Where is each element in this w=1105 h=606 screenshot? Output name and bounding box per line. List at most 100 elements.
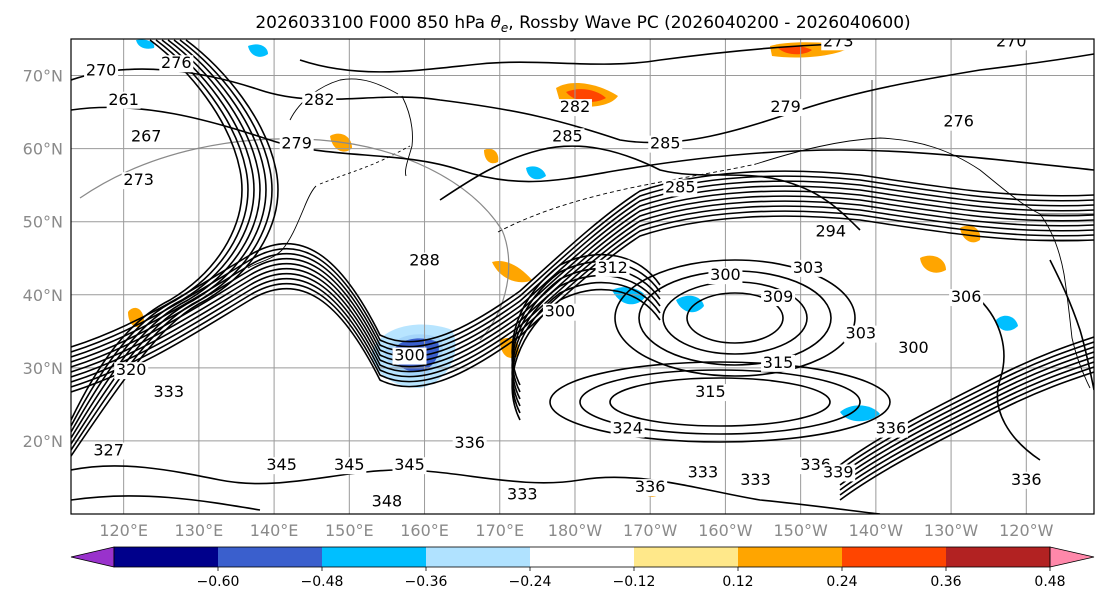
colorbar: −0.60 −0.48 −0.36 −0.24 −0.12 0.12 0.24 0.36 0.4… bbox=[70, 546, 1095, 590]
southern-contour bbox=[839, 366, 1094, 496]
subtropical-contour bbox=[549, 361, 891, 443]
contour-label: 306 bbox=[951, 287, 982, 306]
contour-label-bg bbox=[896, 340, 931, 358]
coastline-japan bbox=[247, 185, 317, 269]
contour-label-bg bbox=[279, 135, 314, 153]
contour-label: 333 bbox=[154, 382, 185, 401]
coastline-kuril-chain bbox=[319, 145, 411, 185]
contour-label-bg bbox=[949, 289, 984, 307]
anticyclone-contour bbox=[614, 259, 856, 377]
shade-patch-blue-8 bbox=[136, 39, 155, 49]
contour-label-bg bbox=[114, 362, 149, 380]
asia-contour bbox=[71, 39, 255, 433]
contour-label-bg bbox=[693, 384, 728, 402]
contour-label: 294 bbox=[815, 221, 846, 240]
colorbar-extend-high bbox=[1049, 546, 1095, 568]
contour-label: 270 bbox=[86, 61, 117, 80]
lat-label: 30°N bbox=[23, 359, 63, 378]
lon-label: 120°E bbox=[99, 521, 148, 540]
subtropical-contour bbox=[609, 377, 831, 427]
trough-contour bbox=[511, 253, 661, 386]
subtropical-contour bbox=[579, 369, 861, 435]
coastline-alaska bbox=[755, 137, 1041, 215]
contour-label-bg bbox=[452, 435, 487, 453]
tropical-contour bbox=[71, 495, 261, 511]
contour-label: 300 bbox=[394, 346, 425, 365]
asia-contour bbox=[71, 39, 249, 427]
colorbar-extend-low bbox=[70, 546, 115, 568]
colorbar-segment bbox=[842, 547, 947, 567]
contour-label-bg bbox=[791, 259, 826, 277]
contour-label: 276 bbox=[161, 53, 192, 72]
lat-label: 50°N bbox=[23, 213, 63, 232]
contour-label: 273 bbox=[823, 31, 854, 50]
contour-label-bg bbox=[648, 135, 683, 153]
contour-label: 333 bbox=[507, 484, 538, 503]
contour-label: 303 bbox=[846, 324, 877, 343]
colorbar-tick-label: 0.12 bbox=[722, 574, 753, 590]
contour-label-bg bbox=[821, 39, 856, 51]
contour-label-bg bbox=[994, 39, 1029, 51]
shade-patch-blue-5 bbox=[840, 405, 880, 422]
contour-label-bg bbox=[542, 303, 577, 321]
shade-patch-orange-4 bbox=[484, 148, 499, 164]
contour-label: 276 bbox=[943, 112, 974, 131]
map-frame bbox=[70, 38, 1095, 515]
contour-label-bg bbox=[821, 464, 856, 482]
shade-patch-blue-7 bbox=[248, 44, 268, 57]
shade-patch-blue-4 bbox=[996, 315, 1018, 331]
colorbar-segment bbox=[946, 547, 1051, 567]
asia-contour bbox=[71, 39, 243, 421]
great-circle-arc bbox=[79, 138, 510, 341]
contour-label-bg bbox=[159, 55, 194, 73]
contour-label: 282 bbox=[304, 90, 335, 109]
lon-label: 130°E bbox=[175, 521, 224, 540]
contour-label: 333 bbox=[688, 462, 719, 481]
frontal-contour bbox=[71, 175, 1094, 353]
contour-label-bg bbox=[813, 223, 848, 241]
lon-label: 120°W bbox=[999, 521, 1054, 540]
longitude-labels: 120°E 130°E 140°E 150°E 160°E 170°E 180°W 170°W… bbox=[99, 521, 1053, 540]
contour-label-bg bbox=[407, 252, 442, 270]
contour-label: 300 bbox=[545, 302, 576, 321]
contour-label: 345 bbox=[266, 455, 297, 474]
contour-label-bg bbox=[768, 99, 803, 117]
southern-contour bbox=[839, 356, 1094, 486]
contour-label-bg bbox=[557, 99, 592, 117]
frontal-contour bbox=[71, 190, 1094, 368]
contour-label-bg bbox=[761, 354, 796, 372]
asia-contour bbox=[71, 39, 279, 457]
contour-label: 345 bbox=[334, 455, 365, 474]
contour-label: 270 bbox=[996, 31, 1027, 50]
lon-label: 170°W bbox=[623, 521, 678, 540]
contour-label-bg bbox=[610, 420, 645, 438]
contour-label: 261 bbox=[108, 90, 139, 109]
contour-label-bg bbox=[332, 457, 367, 475]
lon-label: 160°E bbox=[400, 521, 449, 540]
frontal-contour bbox=[71, 185, 1094, 363]
contour-label: 282 bbox=[560, 97, 591, 116]
contour-label: 309 bbox=[763, 287, 794, 306]
contour-label-bg bbox=[708, 267, 743, 285]
colorbar-frame bbox=[113, 546, 1051, 568]
contour-label: 345 bbox=[394, 455, 425, 474]
contour-label: 285 bbox=[665, 177, 696, 196]
frontal-contour bbox=[71, 180, 1094, 358]
colorbar-segment bbox=[426, 547, 531, 567]
contour-label: 285 bbox=[552, 126, 583, 145]
east-contour bbox=[979, 299, 1041, 461]
shade-patch-blue-3 bbox=[676, 295, 704, 313]
map-panel: 270 276 261 267 273 282 279 282 285 285 285 279 273 2… bbox=[70, 31, 1095, 515]
contour-label-bg bbox=[738, 471, 773, 489]
asia-contour bbox=[71, 39, 261, 439]
midlat-contour bbox=[439, 145, 861, 231]
colorbar-tick-label: 0.24 bbox=[826, 574, 857, 590]
colorbar-tick-label: 0.48 bbox=[1034, 574, 1065, 590]
contour-label-bg bbox=[91, 442, 126, 460]
title-prefix: 2026033100 F000 850 hPa bbox=[255, 13, 490, 33]
contour-label-bg bbox=[151, 384, 186, 402]
colorbar-segment bbox=[218, 547, 323, 567]
contour-label: 336 bbox=[1011, 470, 1042, 489]
colorbar-tick-label: −0.48 bbox=[301, 574, 344, 590]
